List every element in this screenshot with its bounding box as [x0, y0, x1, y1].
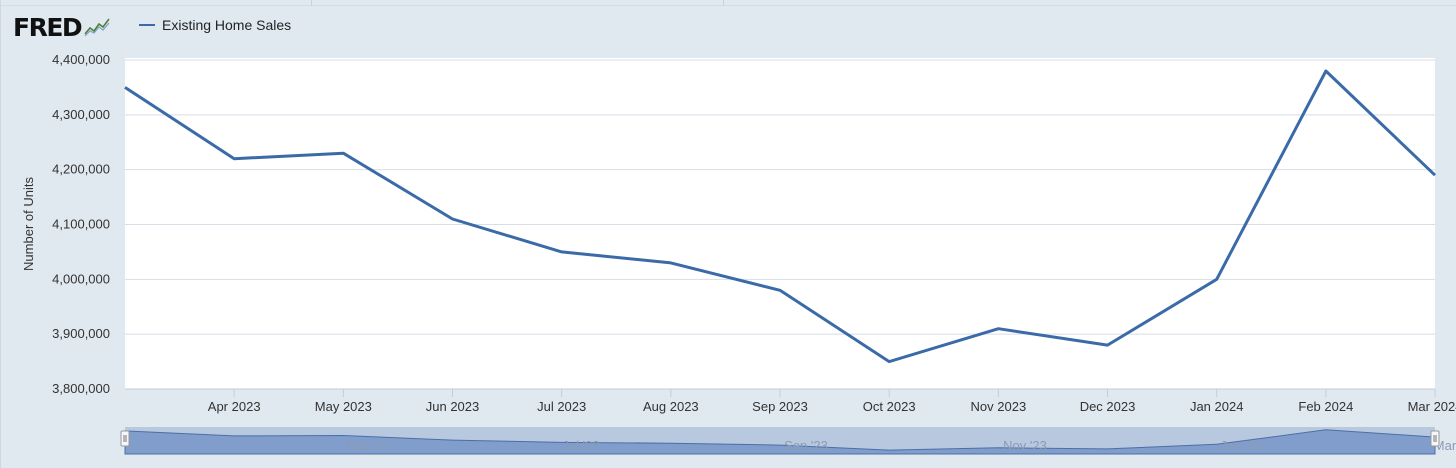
navigator-label: Jul '23 — [562, 438, 599, 453]
x-tick-label: Feb 2024 — [1298, 399, 1353, 414]
data-point[interactable] — [668, 260, 674, 266]
x-tick-label: Dec 2023 — [1080, 399, 1136, 414]
x-tick-label: Nov 2023 — [971, 399, 1027, 414]
data-point[interactable] — [886, 359, 892, 365]
y-tick-label: 4,100,000 — [52, 217, 110, 232]
x-tick-label: Oct 2023 — [863, 399, 916, 414]
x-tick-label: Sep 2023 — [752, 399, 808, 414]
data-point[interactable] — [777, 287, 783, 293]
data-point[interactable] — [450, 216, 456, 222]
data-point[interactable] — [1105, 342, 1111, 348]
navigator-series — [124, 429, 1436, 455]
series-line[interactable] — [124, 69, 1437, 364]
y-tick-label: 4,000,000 — [52, 271, 110, 286]
data-point[interactable] — [995, 326, 1001, 332]
data-point[interactable] — [122, 84, 128, 90]
y-axis-title: Number of Units — [21, 177, 36, 271]
navigator-label: Sep '23 — [784, 438, 828, 453]
legend-swatch — [139, 24, 155, 26]
data-point[interactable] — [1214, 276, 1220, 282]
x-tick-label: Aug 2023 — [643, 399, 699, 414]
x-tick-label: Jul 2023 — [537, 399, 586, 414]
fred-logo[interactable]: FRED — [13, 12, 110, 42]
navigator-label: Nov '23 — [1003, 438, 1047, 453]
x-tick-label: Mar 2024 — [1408, 399, 1456, 414]
navigator-right-handle[interactable] — [1430, 430, 1440, 447]
x-tick-label: May 2023 — [315, 399, 372, 414]
fred-logo-text: FRED — [13, 12, 83, 42]
y-tick-label: 4,200,000 — [52, 162, 110, 177]
data-point[interactable] — [559, 249, 565, 255]
x-tick-label: Jan 2024 — [1190, 399, 1244, 414]
data-point[interactable] — [1432, 172, 1438, 178]
legend-label: Existing Home Sales — [162, 17, 292, 33]
data-point[interactable] — [1323, 68, 1329, 74]
x-tick-label: Apr 2023 — [208, 399, 261, 414]
data-point[interactable] — [231, 156, 237, 162]
top-rule — [1, 5, 1456, 6]
header-divider — [723, 0, 724, 6]
header-divider — [311, 0, 312, 6]
chart-trend-icon — [84, 18, 110, 37]
data-point[interactable] — [340, 150, 346, 156]
y-tick-label: 4,300,000 — [52, 107, 110, 122]
plot-area — [125, 58, 1435, 389]
navigator-left-handle[interactable] — [120, 430, 130, 447]
navigator-label: Jan '24 — [1220, 438, 1262, 453]
navigator-label: May '23 — [346, 438, 391, 453]
y-tick-label: 3,800,000 — [52, 381, 110, 396]
y-tick-label: 4,400,000 — [52, 52, 110, 67]
y-tick-label: 3,900,000 — [52, 326, 110, 341]
legend[interactable]: Existing Home Sales — [139, 17, 291, 33]
x-tick-label: Jun 2023 — [426, 399, 480, 414]
